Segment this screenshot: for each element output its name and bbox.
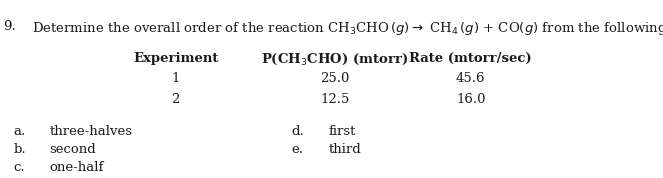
Text: first: first — [328, 125, 355, 138]
Text: 2: 2 — [172, 93, 180, 106]
Text: 45.6: 45.6 — [456, 72, 485, 85]
Text: P(CH$_3$CHO) (mtorr): P(CH$_3$CHO) (mtorr) — [261, 52, 408, 67]
Text: Rate (mtorr/sec): Rate (mtorr/sec) — [410, 52, 532, 65]
Text: e.: e. — [292, 143, 304, 156]
Text: c.: c. — [13, 161, 25, 174]
Text: 9.: 9. — [3, 20, 16, 33]
Text: 12.5: 12.5 — [320, 93, 349, 106]
Text: second: second — [50, 143, 97, 156]
Text: Determine the overall order of the reaction CH$_3$CHO$\,(g) \rightarrow$ CH$_4\,: Determine the overall order of the react… — [32, 20, 663, 38]
Text: Experiment: Experiment — [133, 52, 218, 65]
Text: one-half: one-half — [50, 161, 104, 174]
Text: b.: b. — [13, 143, 26, 156]
Text: a.: a. — [13, 125, 25, 138]
Text: three-halves: three-halves — [50, 125, 133, 138]
Text: 1: 1 — [172, 72, 180, 85]
Text: third: third — [328, 143, 361, 156]
Text: 16.0: 16.0 — [456, 93, 485, 106]
Text: 25.0: 25.0 — [320, 72, 349, 85]
Text: d.: d. — [292, 125, 304, 138]
